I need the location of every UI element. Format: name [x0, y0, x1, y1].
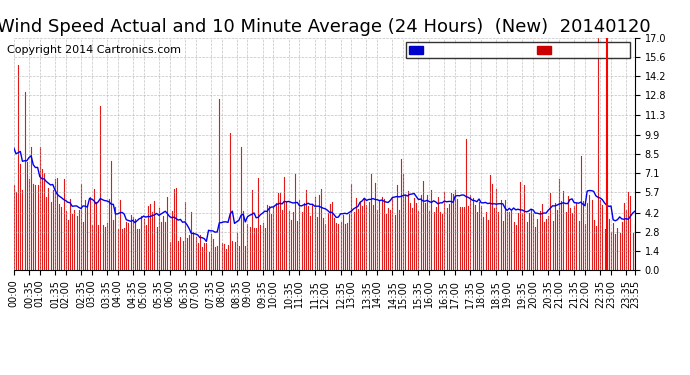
- Text: Copyright 2014 Cartronics.com: Copyright 2014 Cartronics.com: [7, 45, 181, 55]
- Legend: 10 Min Avg  (mph), Wind  (mph): 10 Min Avg (mph), Wind (mph): [406, 42, 630, 58]
- Title: Wind Speed Actual and 10 Minute Average (24 Hours)  (New)  20140120: Wind Speed Actual and 10 Minute Average …: [0, 18, 651, 36]
